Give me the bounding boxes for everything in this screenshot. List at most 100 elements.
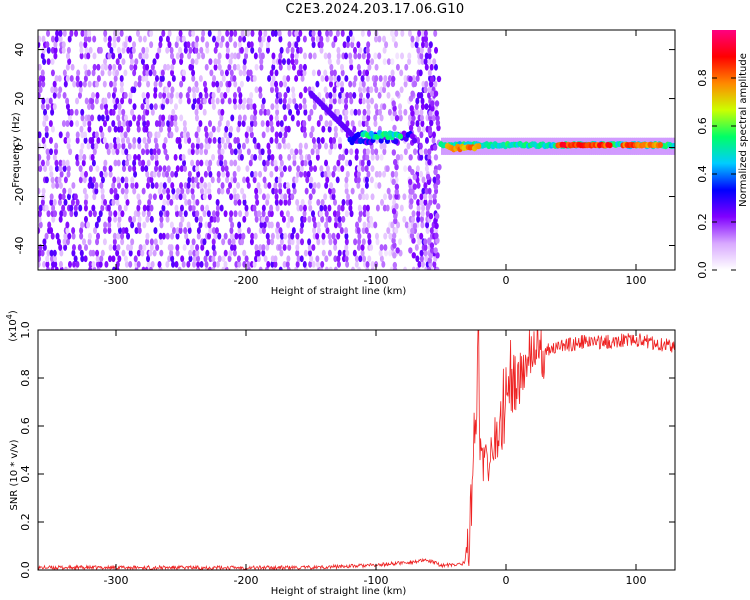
heatmap-cell [236,125,241,133]
heatmap-cell [121,58,126,65]
heatmap-cell [364,227,369,234]
heatmap-cell [306,170,311,178]
y-tick-label: 0.4 [19,465,32,483]
heatmap-cell [38,91,41,99]
heatmap-cell [316,227,321,234]
heatmap-cell [258,30,263,37]
heatmap-cell [159,238,164,246]
heatmap-cell [196,232,201,240]
heatmap-cell [184,232,189,240]
heatmap-cell [132,69,137,77]
heatmap-cell [379,142,384,150]
heatmap-cell [373,221,378,229]
heatmap-cell [273,30,278,37]
heatmap-cell [273,255,278,263]
heatmap-cell [313,221,318,229]
heatmap-cell [73,210,78,218]
heatmap-cell [374,103,379,111]
heatmap-cell [145,148,150,156]
x-tick-label: 0 [503,574,510,587]
heatmap-cell [377,35,382,43]
heatmap-cell [41,137,46,144]
heatmap-cell [241,142,246,150]
heatmap-cell [228,142,233,150]
heatmap-cell [88,210,93,218]
heatmap-cell [100,131,105,139]
heatmap-cell [53,210,58,218]
heatmap-cell [391,237,396,244]
heatmap-cell [163,148,168,156]
heatmap-cell [104,108,109,116]
heatmap-cell [181,75,186,82]
heatmap-cell [302,210,307,218]
heatmap-cell [388,249,393,257]
heatmap-cell [328,103,333,111]
heatmap-cell [421,125,426,133]
heatmap-cell [148,249,153,257]
snr-plot: -300 -200 -100 0 1000.00.20.40.60.81.0Height… [5,310,676,597]
heatmap-cell [420,120,425,127]
heatmap-cell [309,131,314,139]
heatmap-cell [153,86,158,94]
heatmap-cell [187,227,192,234]
heatmap-cell [362,210,367,218]
heatmap-cell [269,204,274,212]
heatmap-cell [75,137,80,144]
heatmap-cell [252,260,257,268]
heatmap-cell [406,142,411,150]
heatmap-cell [46,46,51,54]
heatmap-cell [141,46,146,54]
heatmap-cell [410,227,415,235]
heatmap-cell [66,193,71,201]
heatmap-cell [269,170,274,178]
heatmap-cell [115,260,120,268]
heatmap-cell [120,210,125,218]
heatmap-cell [250,232,255,240]
heatmap-cell [228,215,233,223]
heatmap-cell [138,35,143,43]
heatmap-cell [191,182,196,189]
heatmap-cell [175,52,180,60]
heatmap-cell [179,165,184,173]
heatmap-cell [103,35,108,43]
heatmap-cell [124,114,129,122]
heatmap-cell [402,193,407,201]
heatmap-cell [358,193,363,201]
heatmap-cell [58,131,63,139]
heatmap-cell [435,252,440,259]
heatmap-cell [173,153,178,161]
heatmap-cell [317,30,322,37]
heatmap-cell [198,215,203,223]
heatmap-cell [216,170,221,178]
heatmap-cell [416,204,421,212]
chart-title: C2E3.2024.203.17.06.G10 [285,2,465,17]
heatmap-cell [211,227,216,234]
heatmap-cell [277,58,282,65]
heatmap-cell [246,260,251,268]
heatmap-cell [44,114,49,122]
heatmap-cell [311,41,316,49]
heatmap-cell [432,144,438,151]
heatmap-cell [57,75,62,82]
heatmap-cell [303,52,308,60]
heatmap-cell [169,46,174,54]
heatmap-cell [273,159,278,167]
heatmap-cell [232,75,237,82]
heatmap-cell [61,41,66,49]
heatmap-cell [275,204,280,212]
heatmap-cell [44,232,49,240]
heatmap-cell [228,249,233,257]
heatmap-cell [254,255,259,263]
heatmap-cell [111,120,116,127]
heatmap-cell [46,210,51,218]
heatmap-cell [235,137,240,144]
heatmap-cell [43,108,48,116]
heatmap-cell [78,86,83,94]
heatmap-cell [237,86,242,94]
heatmap-cell [369,176,374,184]
heatmap-cell [377,170,382,178]
heatmap-cell [356,170,361,178]
heatmap-cell [310,125,315,133]
heatmap-cell [124,148,129,156]
heatmap-cell [332,210,337,218]
